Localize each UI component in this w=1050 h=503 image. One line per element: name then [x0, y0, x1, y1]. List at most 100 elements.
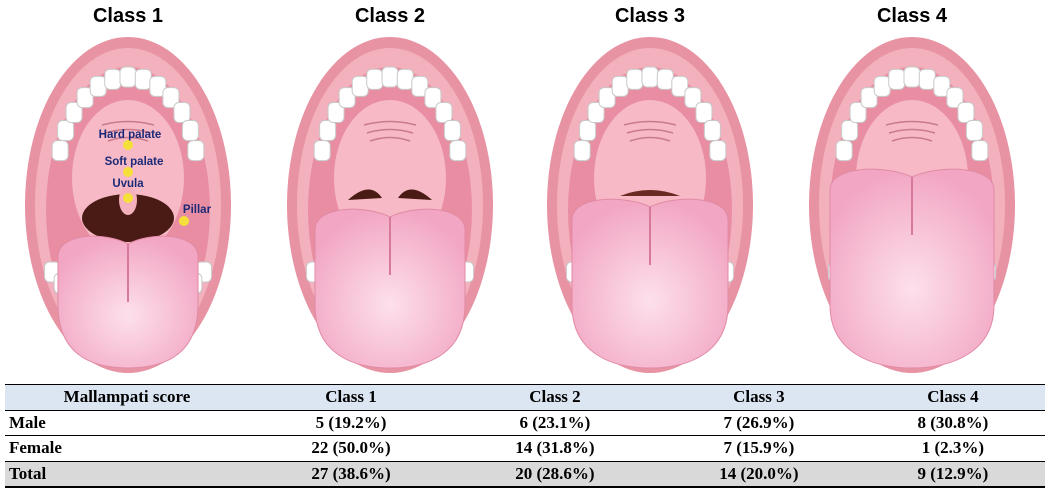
tooth [860, 87, 878, 109]
anatomy-label: Hard palate [99, 129, 162, 141]
cell: 14 (20.0%) [656, 461, 861, 488]
tooth [641, 66, 659, 88]
anatomy-label: Uvula [112, 178, 144, 190]
tooth [57, 120, 75, 142]
tooth [656, 68, 674, 90]
cell: 6 (23.1%) [452, 410, 657, 436]
cell: 7 (15.9%) [656, 435, 861, 462]
mouth [287, 37, 493, 373]
tooth [181, 120, 199, 142]
tooth [671, 75, 689, 97]
tooth [579, 120, 597, 142]
cell: 8 (30.8%) [860, 410, 1045, 436]
tooth [381, 66, 399, 88]
score-table: Mallampati score Class 1 Class 2 Class 3 Cla… [5, 384, 1045, 488]
marker [123, 167, 133, 177]
row: Total 27 (38.6%) 20 (28.6%) 14 (20.0%) 9 (12… [5, 461, 1045, 488]
cell: 14 (31.8%) [452, 435, 657, 462]
tooth [76, 87, 94, 109]
tooth [173, 102, 191, 124]
row: Male 5 (19.2%) 6 (23.1%) 7 (26.9%) 8 (30.8%) [5, 410, 1045, 436]
tooth [443, 120, 461, 142]
tooth [319, 120, 337, 142]
tooth [903, 66, 921, 88]
tooth [918, 68, 936, 90]
header-row: Mallampati score Class 1 Class 2 Class 3 Cla… [5, 384, 1045, 411]
tooth [149, 75, 167, 97]
tooth [626, 68, 644, 90]
throat [620, 190, 680, 196]
tooth [104, 68, 122, 90]
tooth [946, 87, 964, 109]
row: Female 22 (50.0%) 14 (31.8%) 7 (15.9%) 1 (2.… [5, 435, 1045, 462]
marker [123, 140, 133, 150]
tongue [829, 168, 995, 369]
tooth [327, 102, 345, 124]
cell: Class 2 [452, 384, 657, 411]
palate-ridge [107, 136, 149, 142]
marker [123, 193, 133, 203]
tooth [119, 66, 137, 88]
mouth [547, 37, 753, 373]
tooth [89, 75, 107, 97]
anatomy-label: Soft palate [105, 156, 164, 168]
cell: Class 1 [249, 384, 453, 411]
cell: Male [5, 410, 249, 436]
cell: 7 (26.9%) [656, 410, 861, 436]
tooth [695, 102, 713, 124]
palate-ridge [888, 128, 936, 134]
marker [179, 216, 189, 226]
palate-ridge [363, 120, 417, 126]
panel-title: Class 1 [93, 5, 163, 27]
mouth [809, 37, 1015, 373]
palate-ridge [885, 120, 939, 126]
panel-title: Class 3 [615, 5, 685, 27]
tooth [313, 140, 331, 162]
throat [348, 189, 432, 200]
tongue [571, 198, 729, 369]
cell: 1 (2.3%) [860, 435, 1045, 462]
cell: 5 (19.2%) [249, 410, 453, 436]
illustrations: Hard palate Soft palate Uvula Pillar Class 1… [25, 5, 1015, 373]
tooth [849, 102, 867, 124]
tooth [957, 102, 975, 124]
tooth [873, 75, 891, 97]
palate-ridge [369, 136, 411, 142]
tooth [933, 75, 951, 97]
throat [82, 194, 174, 242]
tooth [965, 120, 983, 142]
palate-ridge [623, 120, 677, 126]
tooth [366, 68, 384, 90]
mouth: Hard palate Soft palate Uvula Pillar [25, 37, 231, 373]
tooth [134, 68, 152, 90]
tongue [314, 208, 466, 369]
tooth [573, 140, 591, 162]
panel-title: Class 2 [355, 5, 425, 27]
tooth [449, 140, 467, 162]
tooth [684, 87, 702, 109]
palate-ridge [626, 128, 674, 134]
palate-ridge [101, 120, 155, 126]
palate-ridge [366, 128, 414, 134]
cell: 9 (12.9%) [860, 461, 1045, 488]
tooth [709, 140, 727, 162]
tooth [841, 120, 859, 142]
tooth [338, 87, 356, 109]
cell: Class 4 [860, 384, 1045, 411]
tooth [51, 140, 69, 162]
tooth [396, 68, 414, 90]
tooth [351, 75, 369, 97]
tooth [435, 102, 453, 124]
tooth [888, 68, 906, 90]
cell: Class 3 [656, 384, 861, 411]
tooth [598, 87, 616, 109]
cell: Female [5, 435, 249, 462]
palate-ridge [891, 136, 933, 142]
palate-ridge [629, 136, 671, 142]
cell: 27 (38.6%) [249, 461, 453, 488]
cell: 22 (50.0%) [249, 435, 453, 462]
tooth [587, 102, 605, 124]
tooth [162, 87, 180, 109]
tooth [611, 75, 629, 97]
